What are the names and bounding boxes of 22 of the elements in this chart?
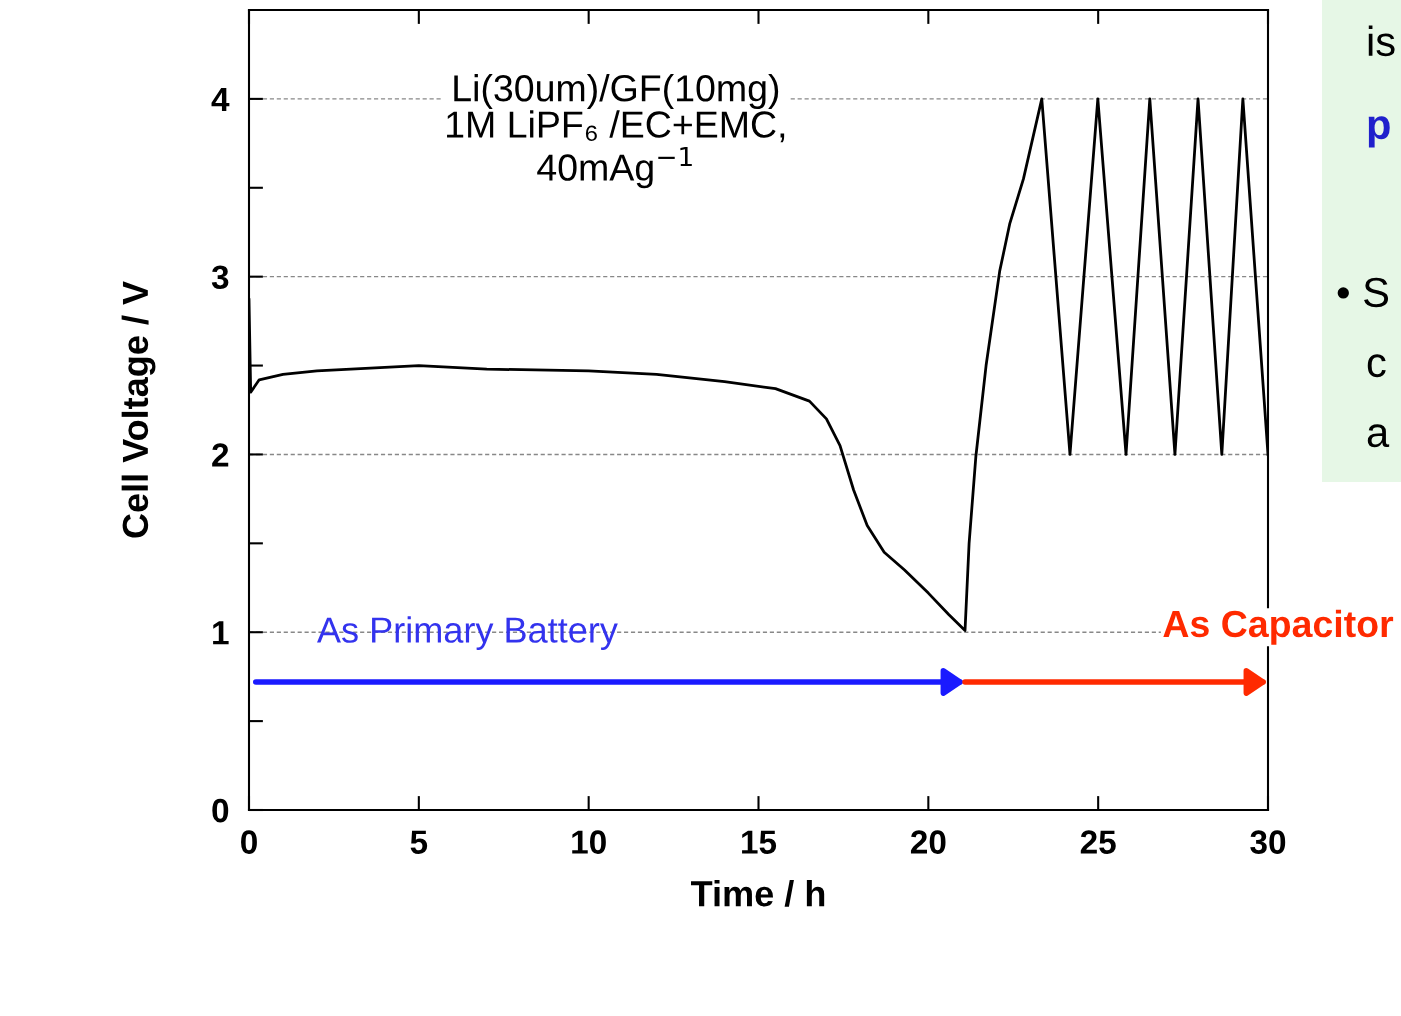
x-tick-label: 0 xyxy=(241,830,257,854)
y-tick-label: 3 xyxy=(211,265,229,290)
x-tick-label: 20 xyxy=(910,830,946,854)
annotation: As Capacitor xyxy=(1163,609,1394,645)
x-tick-label: 25 xyxy=(1080,830,1116,854)
text: is xyxy=(1368,25,1395,57)
annotation: As Primary Battery xyxy=(317,616,618,650)
text: a xyxy=(1367,424,1390,448)
x-tick-label: 15 xyxy=(742,830,777,854)
x-tick-label: 10 xyxy=(572,830,606,854)
text: • S xyxy=(1337,277,1389,308)
annotation: Li(30um)/GF(10mg) 1M LiPF₆ /EC+EMC, 40mAg$^{−1}$ xyxy=(447,74,785,189)
x-tick-label: 5 xyxy=(410,830,428,854)
text: p xyxy=(1368,116,1390,148)
y-tick-label: 1 xyxy=(213,621,229,645)
y-tick-label: 0 xyxy=(212,798,229,823)
y-tick-label: 2 xyxy=(212,443,229,467)
text: c xyxy=(1367,354,1386,378)
x-tick-label: 30 xyxy=(1250,830,1286,854)
y-tick-label: 4 xyxy=(211,88,230,111)
y-axis-title: Cell Voltage / V xyxy=(121,281,156,538)
x-axis-title: Time / h xyxy=(691,879,825,907)
